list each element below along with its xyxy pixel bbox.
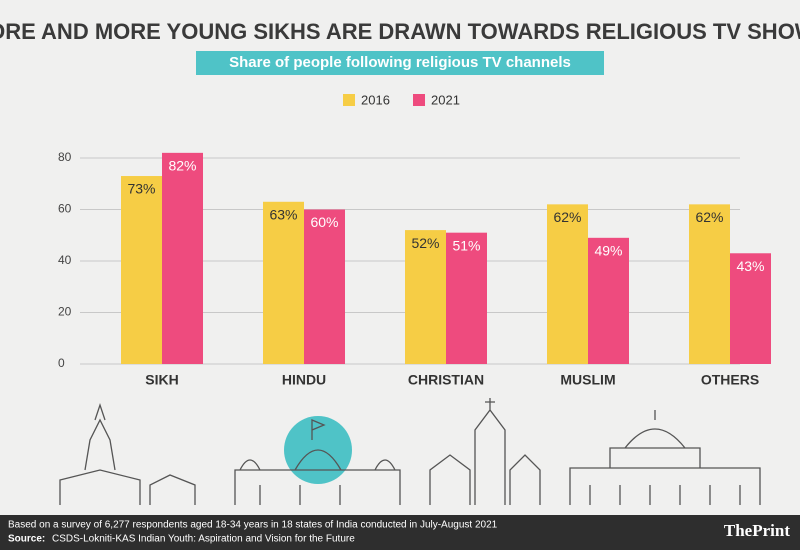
bar bbox=[547, 204, 588, 364]
mosque-sketch bbox=[569, 410, 761, 505]
bar bbox=[405, 230, 446, 364]
footer-note: Based on a survey of 6,277 respondents a… bbox=[8, 520, 498, 531]
gurdwara-sketch bbox=[234, 419, 401, 505]
x-tick-label: SIKH bbox=[145, 372, 178, 388]
brand-logo: ThePrint bbox=[724, 521, 790, 540]
bar bbox=[263, 201, 304, 364]
value-label: 82% bbox=[168, 158, 196, 174]
footer-bar bbox=[0, 515, 800, 550]
church-sketch bbox=[429, 398, 541, 505]
value-label: 51% bbox=[452, 237, 480, 253]
source-text: CSDS-Lokniti-KAS Indian Youth: Aspiratio… bbox=[52, 534, 355, 545]
legend-swatch bbox=[343, 94, 355, 106]
value-label: 73% bbox=[127, 181, 155, 197]
y-tick-label: 40 bbox=[58, 253, 72, 267]
x-tick-label: HINDU bbox=[282, 372, 326, 388]
y-tick-label: 0 bbox=[58, 356, 65, 370]
bar bbox=[304, 209, 345, 364]
value-label: 43% bbox=[736, 258, 764, 274]
bar bbox=[730, 253, 771, 364]
y-tick-label: 80 bbox=[58, 150, 72, 164]
x-tick-label: MUSLIM bbox=[560, 372, 615, 388]
bar bbox=[446, 232, 487, 364]
bar bbox=[121, 176, 162, 364]
chart-title: MORE AND MORE YOUNG SIKHS ARE DRAWN TOWA… bbox=[0, 19, 800, 44]
value-label: 62% bbox=[695, 209, 723, 225]
source-label: Source: bbox=[8, 534, 45, 545]
illustrations bbox=[59, 398, 761, 505]
y-tick-label: 60 bbox=[58, 202, 72, 216]
temple-sketch bbox=[59, 402, 196, 505]
bar bbox=[588, 237, 629, 364]
value-label: 63% bbox=[269, 206, 297, 222]
legend-label: 2021 bbox=[431, 92, 460, 107]
x-tick-label: CHRISTIAN bbox=[408, 372, 484, 388]
y-tick-label: 20 bbox=[58, 305, 72, 319]
legend-swatch bbox=[413, 94, 425, 106]
value-label: 62% bbox=[553, 209, 581, 225]
value-label: 60% bbox=[310, 214, 338, 230]
legend-label: 2016 bbox=[361, 92, 390, 107]
bar bbox=[162, 152, 203, 364]
value-label: 49% bbox=[594, 243, 622, 259]
bar bbox=[689, 204, 730, 364]
value-label: 52% bbox=[411, 235, 439, 251]
chart-subtitle: Share of people following religious TV c… bbox=[229, 54, 571, 71]
subtitle-box bbox=[196, 51, 604, 75]
x-tick-label: OTHERS bbox=[701, 372, 759, 388]
